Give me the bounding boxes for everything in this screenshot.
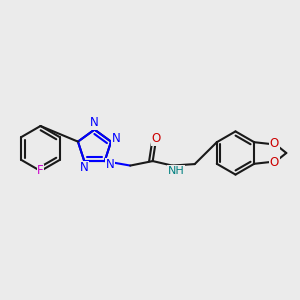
Text: NH: NH bbox=[167, 166, 184, 176]
Text: N: N bbox=[106, 158, 115, 171]
Text: O: O bbox=[270, 156, 279, 170]
Text: N: N bbox=[112, 131, 121, 145]
Text: O: O bbox=[270, 136, 279, 150]
Text: N: N bbox=[90, 116, 99, 130]
Text: O: O bbox=[151, 132, 160, 145]
Text: F: F bbox=[37, 164, 44, 178]
Text: N: N bbox=[80, 161, 88, 174]
